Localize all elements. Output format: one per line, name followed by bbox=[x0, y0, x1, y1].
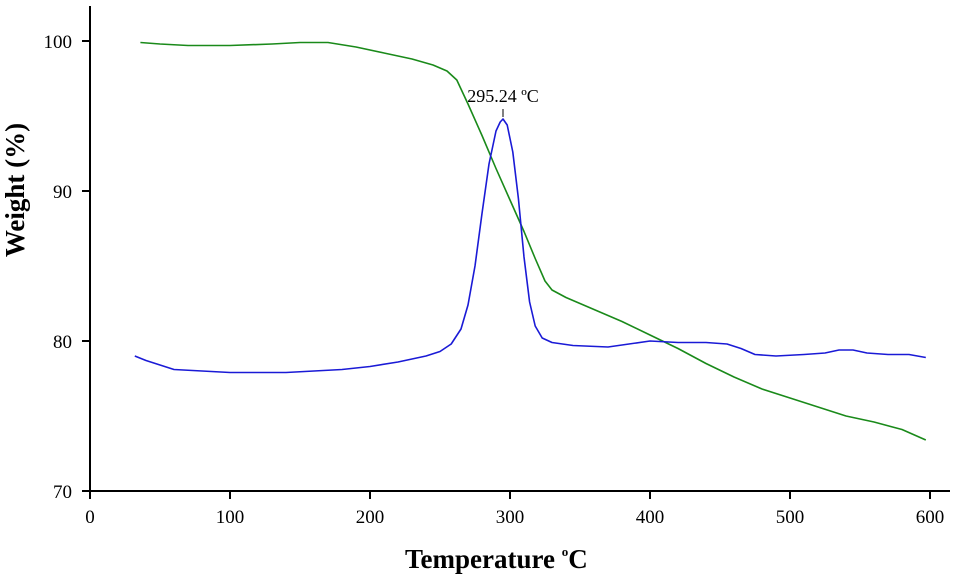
x-axis-title: Temperature oC bbox=[405, 544, 588, 574]
y-axis-title: Weight (%) bbox=[0, 123, 30, 257]
series-line-2 bbox=[134, 118, 926, 374]
x-axis-title-text: Temperature bbox=[405, 544, 555, 574]
x-tick-label: 100 bbox=[216, 507, 245, 528]
x-tick-label: 400 bbox=[636, 507, 665, 528]
y-tick-label: 90 bbox=[53, 182, 72, 203]
x-axis-title-unit-sup: o bbox=[562, 544, 569, 559]
x-axis-title-unit: C bbox=[568, 544, 588, 574]
y-axis-ticks: 70 80 90 100 bbox=[44, 32, 90, 503]
x-tick-label: 0 bbox=[85, 507, 95, 528]
series-line-1 bbox=[140, 41, 927, 441]
annotation-layer: 295.24 ºC bbox=[467, 86, 539, 117]
y-tick-label: 100 bbox=[44, 32, 73, 53]
peak-annotation-label: 295.24 ºC bbox=[467, 86, 539, 106]
x-tick-label: 200 bbox=[356, 507, 385, 528]
x-tick-label: 500 bbox=[776, 507, 805, 528]
y-tick-label: 80 bbox=[53, 332, 72, 353]
y-tick-label: 70 bbox=[53, 482, 72, 503]
x-axis-ticks: 0 100 200 300 400 500 600 bbox=[85, 491, 944, 528]
series-layer bbox=[134, 41, 927, 441]
x-tick-label: 300 bbox=[496, 507, 525, 528]
x-tick-label: 600 bbox=[916, 507, 945, 528]
